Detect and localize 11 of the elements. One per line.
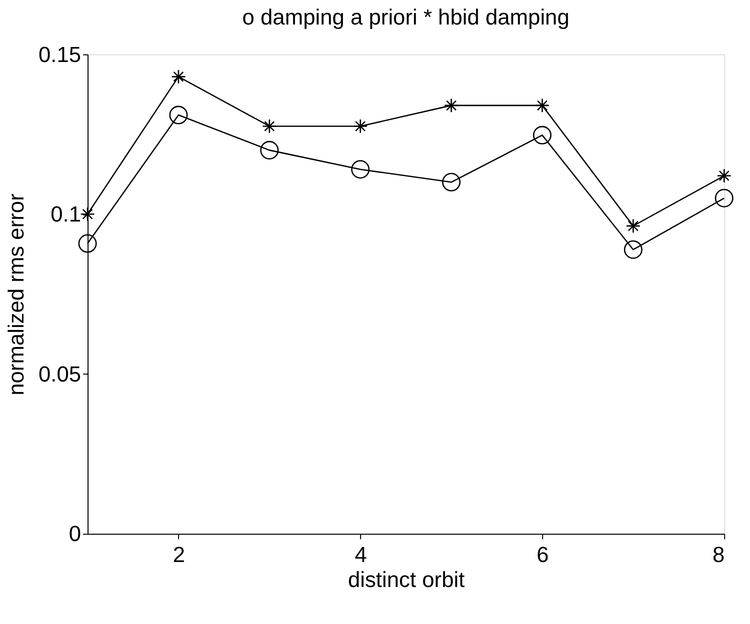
- x-axis-title: distinct orbit: [348, 566, 465, 592]
- y-tick-label: 0.1: [50, 202, 82, 227]
- x-tick-label: 6: [536, 542, 549, 568]
- x-tick-label: 8: [712, 542, 725, 568]
- y-tick-label: 0: [68, 521, 82, 546]
- chart-title: o damping a priori * hbid damping: [242, 4, 570, 30]
- x-tick-label: 4: [354, 542, 367, 568]
- y-tick-label: 0.15: [38, 42, 82, 67]
- x-tick-label: 2: [172, 542, 186, 568]
- y-axis-title: normalized rms error: [4, 194, 29, 396]
- y-tick-label: 0.05: [38, 361, 82, 386]
